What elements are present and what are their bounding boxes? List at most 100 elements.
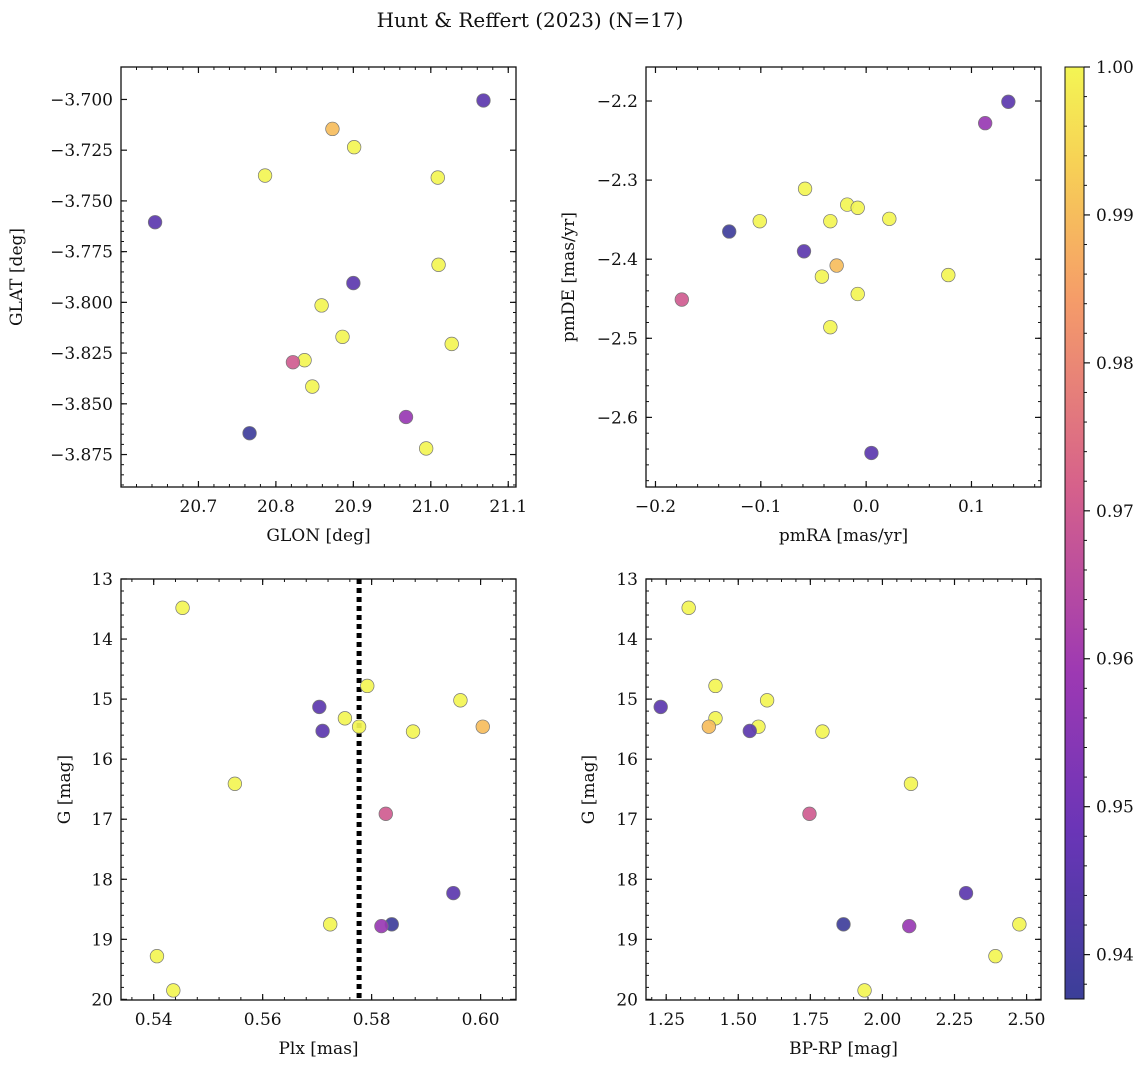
y-axis-label: G [mag]: [55, 755, 75, 824]
x-axis-label: pmRA [mas/yr]: [779, 526, 908, 546]
x-tick-label: 20.9: [334, 497, 372, 517]
scatter-point: [323, 917, 338, 932]
scatter-point: [857, 983, 872, 998]
axes-frame: [120, 578, 517, 1001]
colorbar-tick-label: 0.94: [1096, 946, 1134, 966]
y-tick-label: −2.2: [597, 92, 638, 112]
scatter-point: [257, 168, 273, 183]
scatter-point: [1001, 94, 1016, 109]
x-tick-label: 1.25: [647, 1010, 685, 1030]
colorbar-gradient: [1064, 66, 1085, 1000]
scatter-point: [815, 724, 830, 739]
colorbar-tick-label: 0.96: [1096, 650, 1134, 670]
x-tick-label: 2.00: [863, 1010, 901, 1030]
x-tick-label: −0.2: [635, 497, 676, 517]
scatter-point: [829, 258, 844, 273]
x-tick-label: 21.0: [412, 497, 450, 517]
x-tick-label: 20.7: [180, 497, 218, 517]
x-tick-label: 2.25: [936, 1010, 974, 1030]
scatter-point: [335, 329, 350, 345]
panel-2: −0.2 −0.1 0.0 0.1 −2.2 −2.3 −2.4 −2.5 −2.6 pmRA […: [559, 66, 1042, 546]
figure-title: Hunt & Reffert (2023) (N=17): [377, 8, 684, 32]
scatter-point: [882, 211, 897, 227]
x-tick-label: 0.0: [853, 497, 880, 517]
scatter-point: [814, 269, 830, 284]
scatter-point: [430, 170, 445, 185]
y-tick-label: 14: [616, 630, 638, 650]
y-tick-label: 20: [91, 990, 113, 1010]
axes-frame: [120, 66, 517, 488]
x-tick-label: 0.56: [244, 1010, 282, 1030]
scatter-point: [242, 426, 257, 441]
y-tick-label: −2.6: [597, 408, 638, 428]
scatter-point: [681, 600, 696, 615]
scatter-point: [346, 139, 362, 155]
colorbar-tick-label: 0.98: [1096, 354, 1134, 374]
scatter-point: [1012, 917, 1027, 932]
colorbar: 0.94 0.95 0.96 0.97 0.98 0.99 1.00: [1064, 58, 1134, 1000]
colorbar-tick-label: 1.00: [1096, 58, 1134, 78]
panel-3: 0.54 0.56 0.58 0.60 13 14 15 16 17 18 19 20 Plx [mas…: [55, 570, 517, 1059]
scatter-point: [759, 693, 775, 708]
scatter-point: [708, 678, 723, 694]
x-tick-label: −0.1: [740, 497, 781, 517]
panel-4: 1.25 1.50 1.75 2.00 2.25 2.50 13 14 15 16 17 18 19 20…: [579, 570, 1046, 1059]
scatter-point: [325, 121, 340, 137]
x-tick-label: 2.50: [1008, 1010, 1046, 1030]
scatter-point: [453, 693, 468, 708]
scatter-point: [446, 885, 461, 901]
y-tick-label: −3.875: [50, 446, 113, 466]
y-tick-label: −3.775: [50, 243, 113, 263]
scatter-point: [903, 776, 919, 791]
scatter-point: [337, 711, 353, 726]
x-tick-label: 20.8: [257, 497, 295, 517]
scatter-point: [476, 93, 491, 108]
axes-frame: [645, 66, 1042, 488]
y-axis-label: G [mag]: [579, 755, 599, 824]
scatter-point: [444, 336, 459, 352]
y-tick-label: −3.725: [50, 141, 113, 161]
scatter-point: [958, 885, 974, 901]
panels: 20.7 20.8 20.9 21.0 21.1 −3.700 −3.725 −3.750 −3…: [7, 66, 1046, 1059]
y-tick-label: −3.825: [50, 344, 113, 364]
x-tick-label: 1.50: [719, 1010, 757, 1030]
scatter-point: [850, 286, 865, 302]
scatter-point: [796, 244, 812, 259]
y-axis-label: pmDE [mas/yr]: [559, 212, 579, 342]
y-tick-label: 16: [91, 750, 113, 770]
y-tick-label: 20: [616, 990, 638, 1010]
scatter-point: [149, 949, 165, 964]
scatter-point: [312, 699, 327, 715]
scatter-point: [175, 600, 190, 615]
x-axis-label: GLON [deg]: [266, 526, 370, 546]
scatter-point: [864, 445, 879, 461]
x-axis-label: Plx [mas]: [278, 1039, 358, 1059]
scatter-point: [941, 267, 956, 283]
scatter-point: [305, 379, 320, 394]
y-tick-label: 15: [91, 690, 113, 710]
scatter-point: [850, 200, 865, 215]
scatter-point: [674, 292, 689, 307]
y-tick-label: −3.800: [50, 293, 113, 313]
scatter-point: [742, 723, 757, 739]
y-tick-label: −3.700: [50, 90, 113, 110]
colorbar-ticks: 0.94 0.95 0.96 0.97 0.98 0.99 1.00: [1084, 58, 1134, 985]
scatter-point: [823, 320, 838, 335]
y-axis-label: GLAT [deg]: [7, 228, 27, 326]
scatter-point: [701, 719, 717, 734]
colorbar-tick-label: 0.99: [1096, 206, 1134, 226]
scatter-point: [419, 441, 434, 456]
scatter-point: [147, 215, 163, 230]
y-tick-label: 15: [616, 690, 638, 710]
scatter-point: [374, 918, 389, 934]
y-tick-label: 18: [616, 870, 638, 890]
y-tick-label: 13: [91, 570, 113, 590]
scatter-point: [988, 949, 1003, 964]
scatter-point: [351, 719, 367, 734]
scatter-point: [802, 806, 817, 821]
scatter-point: [166, 983, 181, 998]
y-tick-label: −3.850: [50, 395, 113, 415]
scatter-point: [823, 214, 838, 229]
scatter-point: [315, 723, 330, 739]
scatter-point: [653, 699, 668, 715]
